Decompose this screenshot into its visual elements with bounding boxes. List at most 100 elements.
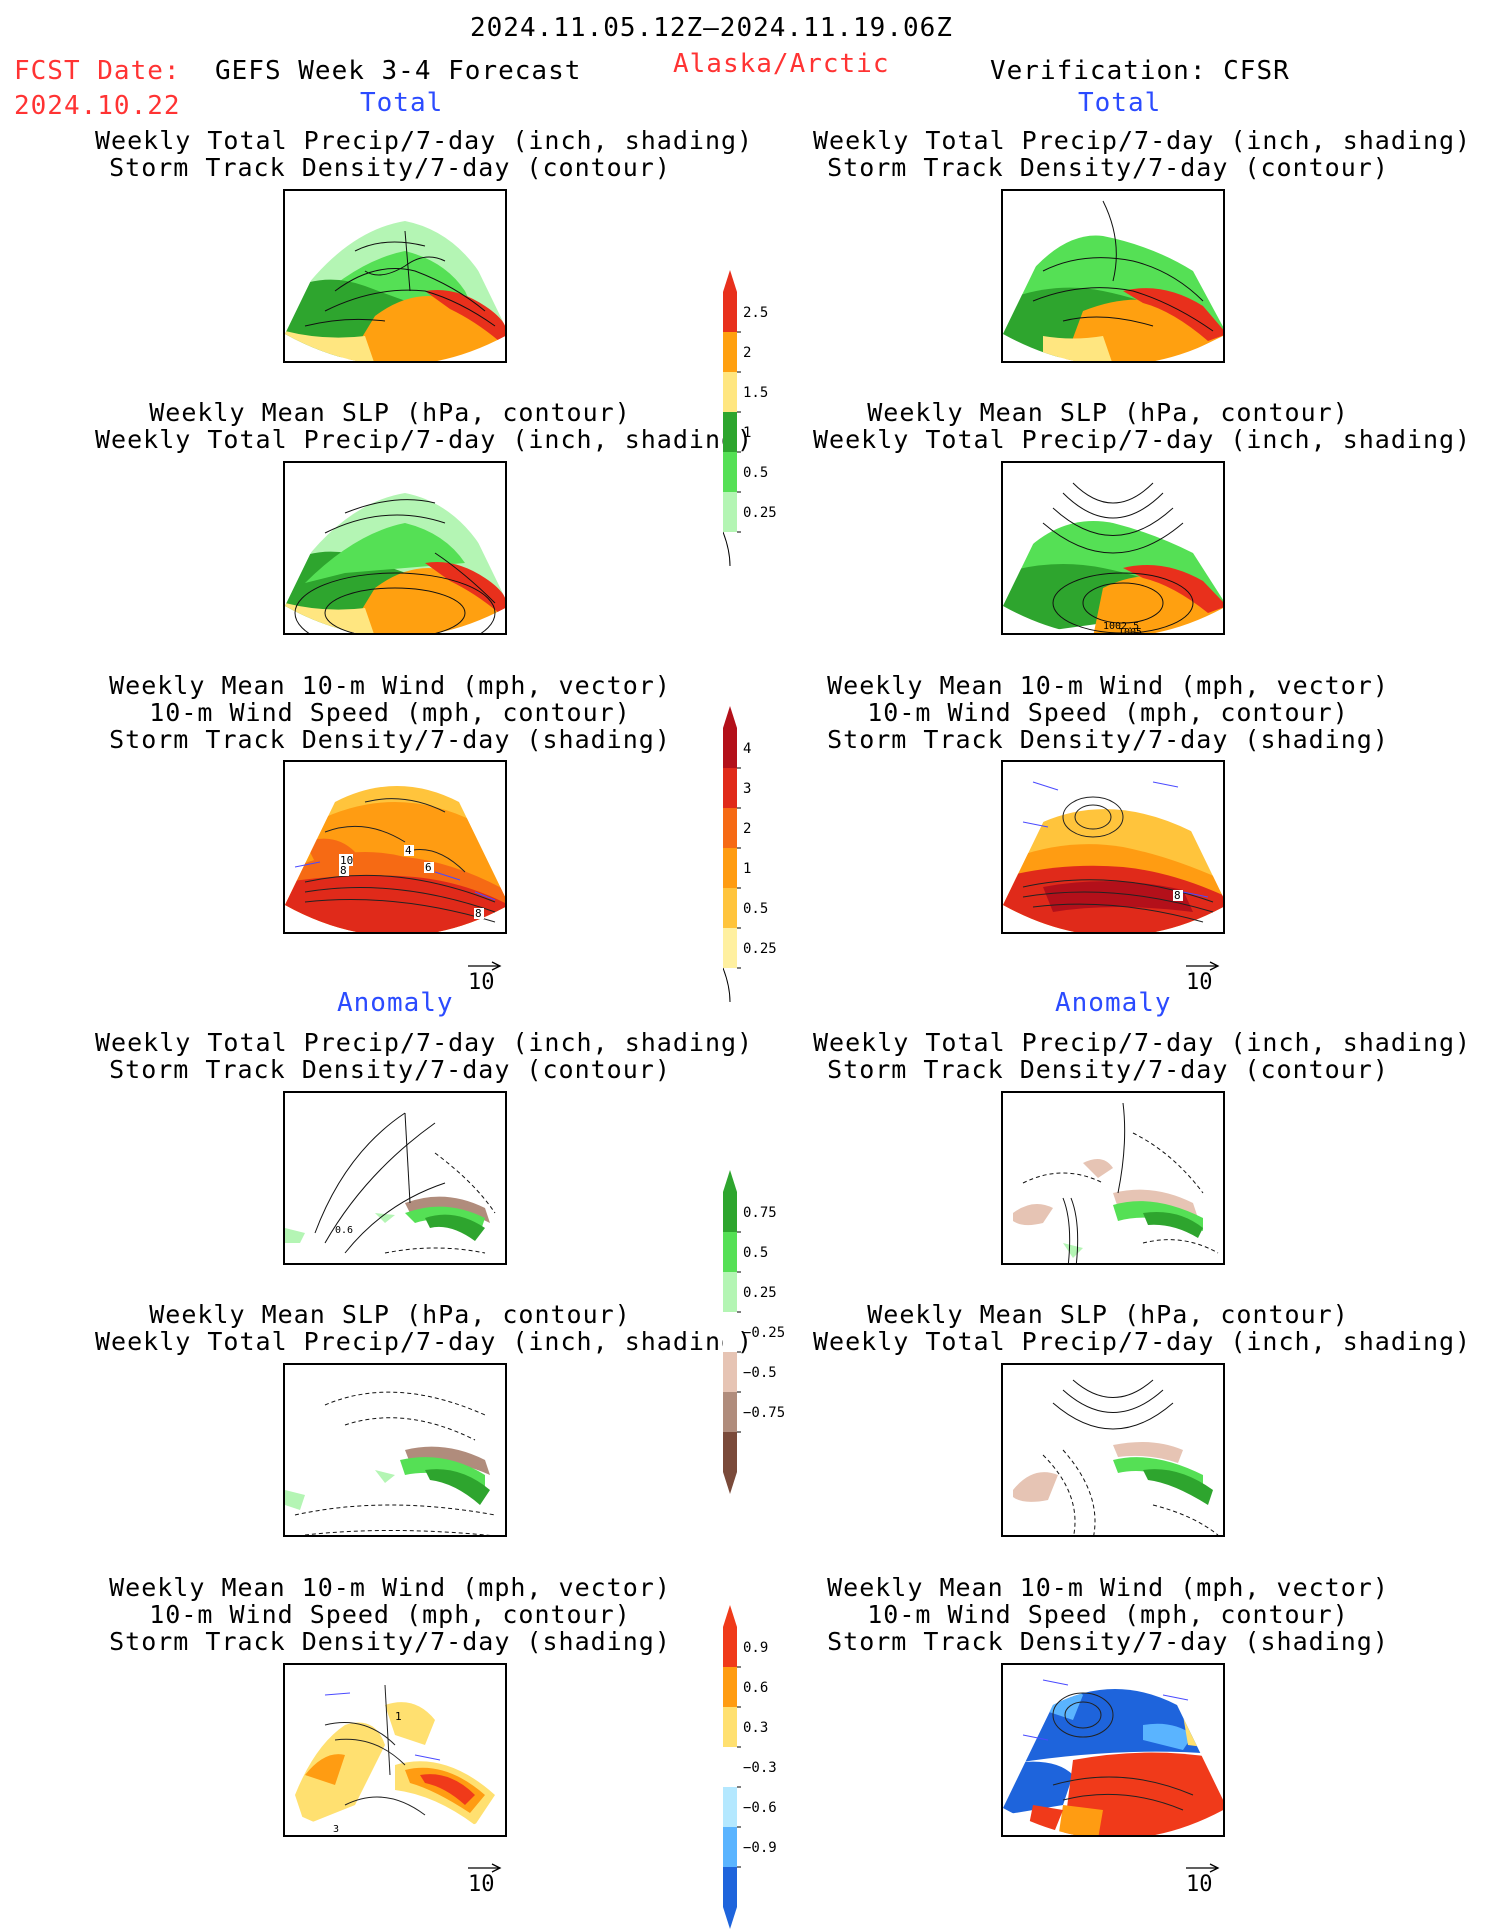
colorbar-label: −0.9 <box>743 1840 777 1856</box>
wind-contour-label: 8 <box>340 864 347 877</box>
colorbar-swatch <box>723 1707 737 1747</box>
map-total-precip-forecast <box>283 189 507 363</box>
reference-vector-arrow <box>468 1863 502 1873</box>
colorbar-svg: 0.9 0.6 0.3 −0.3 −0.6 −0.9 <box>723 1605 777 1929</box>
wind-contour-label: 8 <box>475 907 482 920</box>
title-r2b: Weekly Total Precip/7-day (inch, shading… <box>813 425 1472 454</box>
title-l3b: 10-m Wind Speed (mph, contour) <box>149 698 631 727</box>
colorbar-swatch <box>723 1787 737 1827</box>
colorbar-svg: 2.5 2 1.5 1 0.5 0.25 <box>723 270 777 567</box>
colorbar-top-cap <box>723 270 737 292</box>
anom-wind-contour-label: 1 <box>395 1710 402 1723</box>
reference-vector-label: 10 <box>1186 970 1213 995</box>
colorbar-swatch <box>723 452 737 492</box>
title-r3a: Weekly Mean 10-m Wind (mph, vector) <box>827 671 1389 700</box>
colorbar-swatch <box>723 332 737 372</box>
colorbar-swatch <box>723 292 737 332</box>
colorbar-svg: 4 3 2 1 0.5 0.25 <box>723 706 777 1003</box>
map-wind-forecast: 10 8 4 6 8 <box>283 760 507 934</box>
title-l1a: Weekly Total Precip/7-day (inch, shading… <box>95 126 754 155</box>
wind-contour-label: 4 <box>405 844 412 857</box>
title-l6c: Storm Track Density/7-day (shading) <box>109 1627 671 1656</box>
reference-vector-arrow <box>468 961 502 971</box>
title-r6b: 10-m Wind Speed (mph, contour) <box>867 1600 1349 1629</box>
title-l6a: Weekly Mean 10-m Wind (mph, vector) <box>109 1573 671 1602</box>
colorbar-swatch <box>723 1827 737 1867</box>
colorbar-label: 2 <box>743 821 751 837</box>
colorbar-label: 1 <box>743 425 751 441</box>
title-r4b: Storm Track Density/7-day (contour) <box>827 1055 1389 1084</box>
slp-contour-label: 1002.5 <box>1103 621 1139 632</box>
section-total-left: Total <box>360 88 444 118</box>
title-r3c: Storm Track Density/7-day (shading) <box>827 725 1389 754</box>
title-r6a: Weekly Mean 10-m Wind (mph, vector) <box>827 1573 1389 1602</box>
colorbar-label: −0.25 <box>743 1325 785 1341</box>
colorbar-top-cap <box>723 1605 737 1627</box>
colorbar-swatch <box>723 1272 737 1312</box>
title-l4a: Weekly Total Precip/7-day (inch, shading… <box>95 1028 754 1057</box>
title-r1a: Weekly Total Precip/7-day (inch, shading… <box>813 126 1472 155</box>
colorbar-bottom-cap <box>723 1907 737 1929</box>
colorbar-swatch <box>723 412 737 452</box>
colorbar-swatch <box>723 372 737 412</box>
colorbar-label: −0.6 <box>743 1800 777 1816</box>
colorbar-swatch <box>723 888 737 928</box>
colorbar-label: 4 <box>743 741 751 757</box>
colorbar-swatch <box>723 728 737 768</box>
colorbar-swatch <box>723 1432 737 1472</box>
title-r5a: Weekly Mean SLP (hPa, contour) <box>867 1300 1349 1329</box>
colorbar-label: 0.5 <box>743 465 768 481</box>
colorbar-swatch <box>723 808 737 848</box>
map-anom-slp-verification <box>1001 1363 1225 1537</box>
date-range-title: 2024.11.05.12Z–2024.11.19.06Z <box>470 13 953 43</box>
colorbar-swatch <box>723 1627 737 1667</box>
colorbar-label: −0.5 <box>743 1365 777 1381</box>
colorbar-label: 1 <box>743 861 751 877</box>
colorbar-swatch <box>723 1232 737 1272</box>
map-total-precip-verification <box>1001 189 1225 363</box>
title-l4b: Storm Track Density/7-day (contour) <box>109 1055 671 1084</box>
reference-vector-arrow <box>1186 1863 1220 1873</box>
colorbar-swatch <box>723 1192 737 1232</box>
colorbar-label: 2.5 <box>743 305 768 321</box>
wind-contour-label: 6 <box>425 861 432 874</box>
title-l1b: Storm Track Density/7-day (contour) <box>109 153 671 182</box>
colorbar-label: −0.75 <box>743 1405 785 1421</box>
colorbar-label: 3 <box>743 781 751 797</box>
colorbar-tail <box>723 967 731 1003</box>
wind-contour-label: 8 <box>1174 889 1181 902</box>
colorbar-swatch <box>723 492 737 532</box>
colorbar-label: 0.25 <box>743 1285 777 1301</box>
colorbar-swatch <box>723 848 737 888</box>
colorbar-label: 1.5 <box>743 385 768 401</box>
reference-vector-label: 10 <box>1186 1872 1213 1897</box>
colorbar-swatch <box>723 1392 737 1432</box>
fcst-date-label: FCST Date: <box>14 56 181 86</box>
map-anom-wind-verification <box>1001 1663 1225 1837</box>
colorbar-swatch <box>723 1352 737 1392</box>
colorbar-swatch <box>723 928 737 968</box>
title-l2b: Weekly Total Precip/7-day (inch, shading… <box>95 425 754 454</box>
title-l5b: Weekly Total Precip/7-day (inch, shading… <box>95 1327 754 1356</box>
reference-vector-arrow <box>1186 961 1220 971</box>
colorbar-svg: 0.75 0.5 0.25 −0.25 −0.5 −0.75 <box>723 1170 785 1494</box>
colorbar-label: 0.25 <box>743 505 777 521</box>
title-r1b: Storm Track Density/7-day (contour) <box>827 153 1389 182</box>
colorbar-label: 0.5 <box>743 1245 768 1261</box>
fcst-date-value: 2024.10.22 <box>14 91 181 121</box>
map-anom-slp-forecast <box>283 1363 507 1537</box>
anom-wind-contour-label: 3 <box>333 1824 339 1835</box>
title-r4a: Weekly Total Precip/7-day (inch, shading… <box>813 1028 1472 1057</box>
colorbar-swatch <box>723 768 737 808</box>
map-anom-precip-verification <box>1001 1091 1225 1265</box>
map-wind-verification: 8 <box>1001 760 1225 934</box>
colorbar-swatch <box>723 1867 737 1907</box>
colorbar-tail <box>723 531 731 567</box>
reference-vector-label: 10 <box>468 970 495 995</box>
section-anomaly-left: Anomaly <box>337 988 454 1018</box>
colorbar-swatch <box>723 1312 737 1352</box>
reference-vector-label: 10 <box>468 1872 495 1897</box>
colorbar-swatch <box>723 1747 737 1787</box>
map-anom-wind-forecast: 1 3 <box>283 1663 507 1837</box>
title-r3b: 10-m Wind Speed (mph, contour) <box>867 698 1349 727</box>
